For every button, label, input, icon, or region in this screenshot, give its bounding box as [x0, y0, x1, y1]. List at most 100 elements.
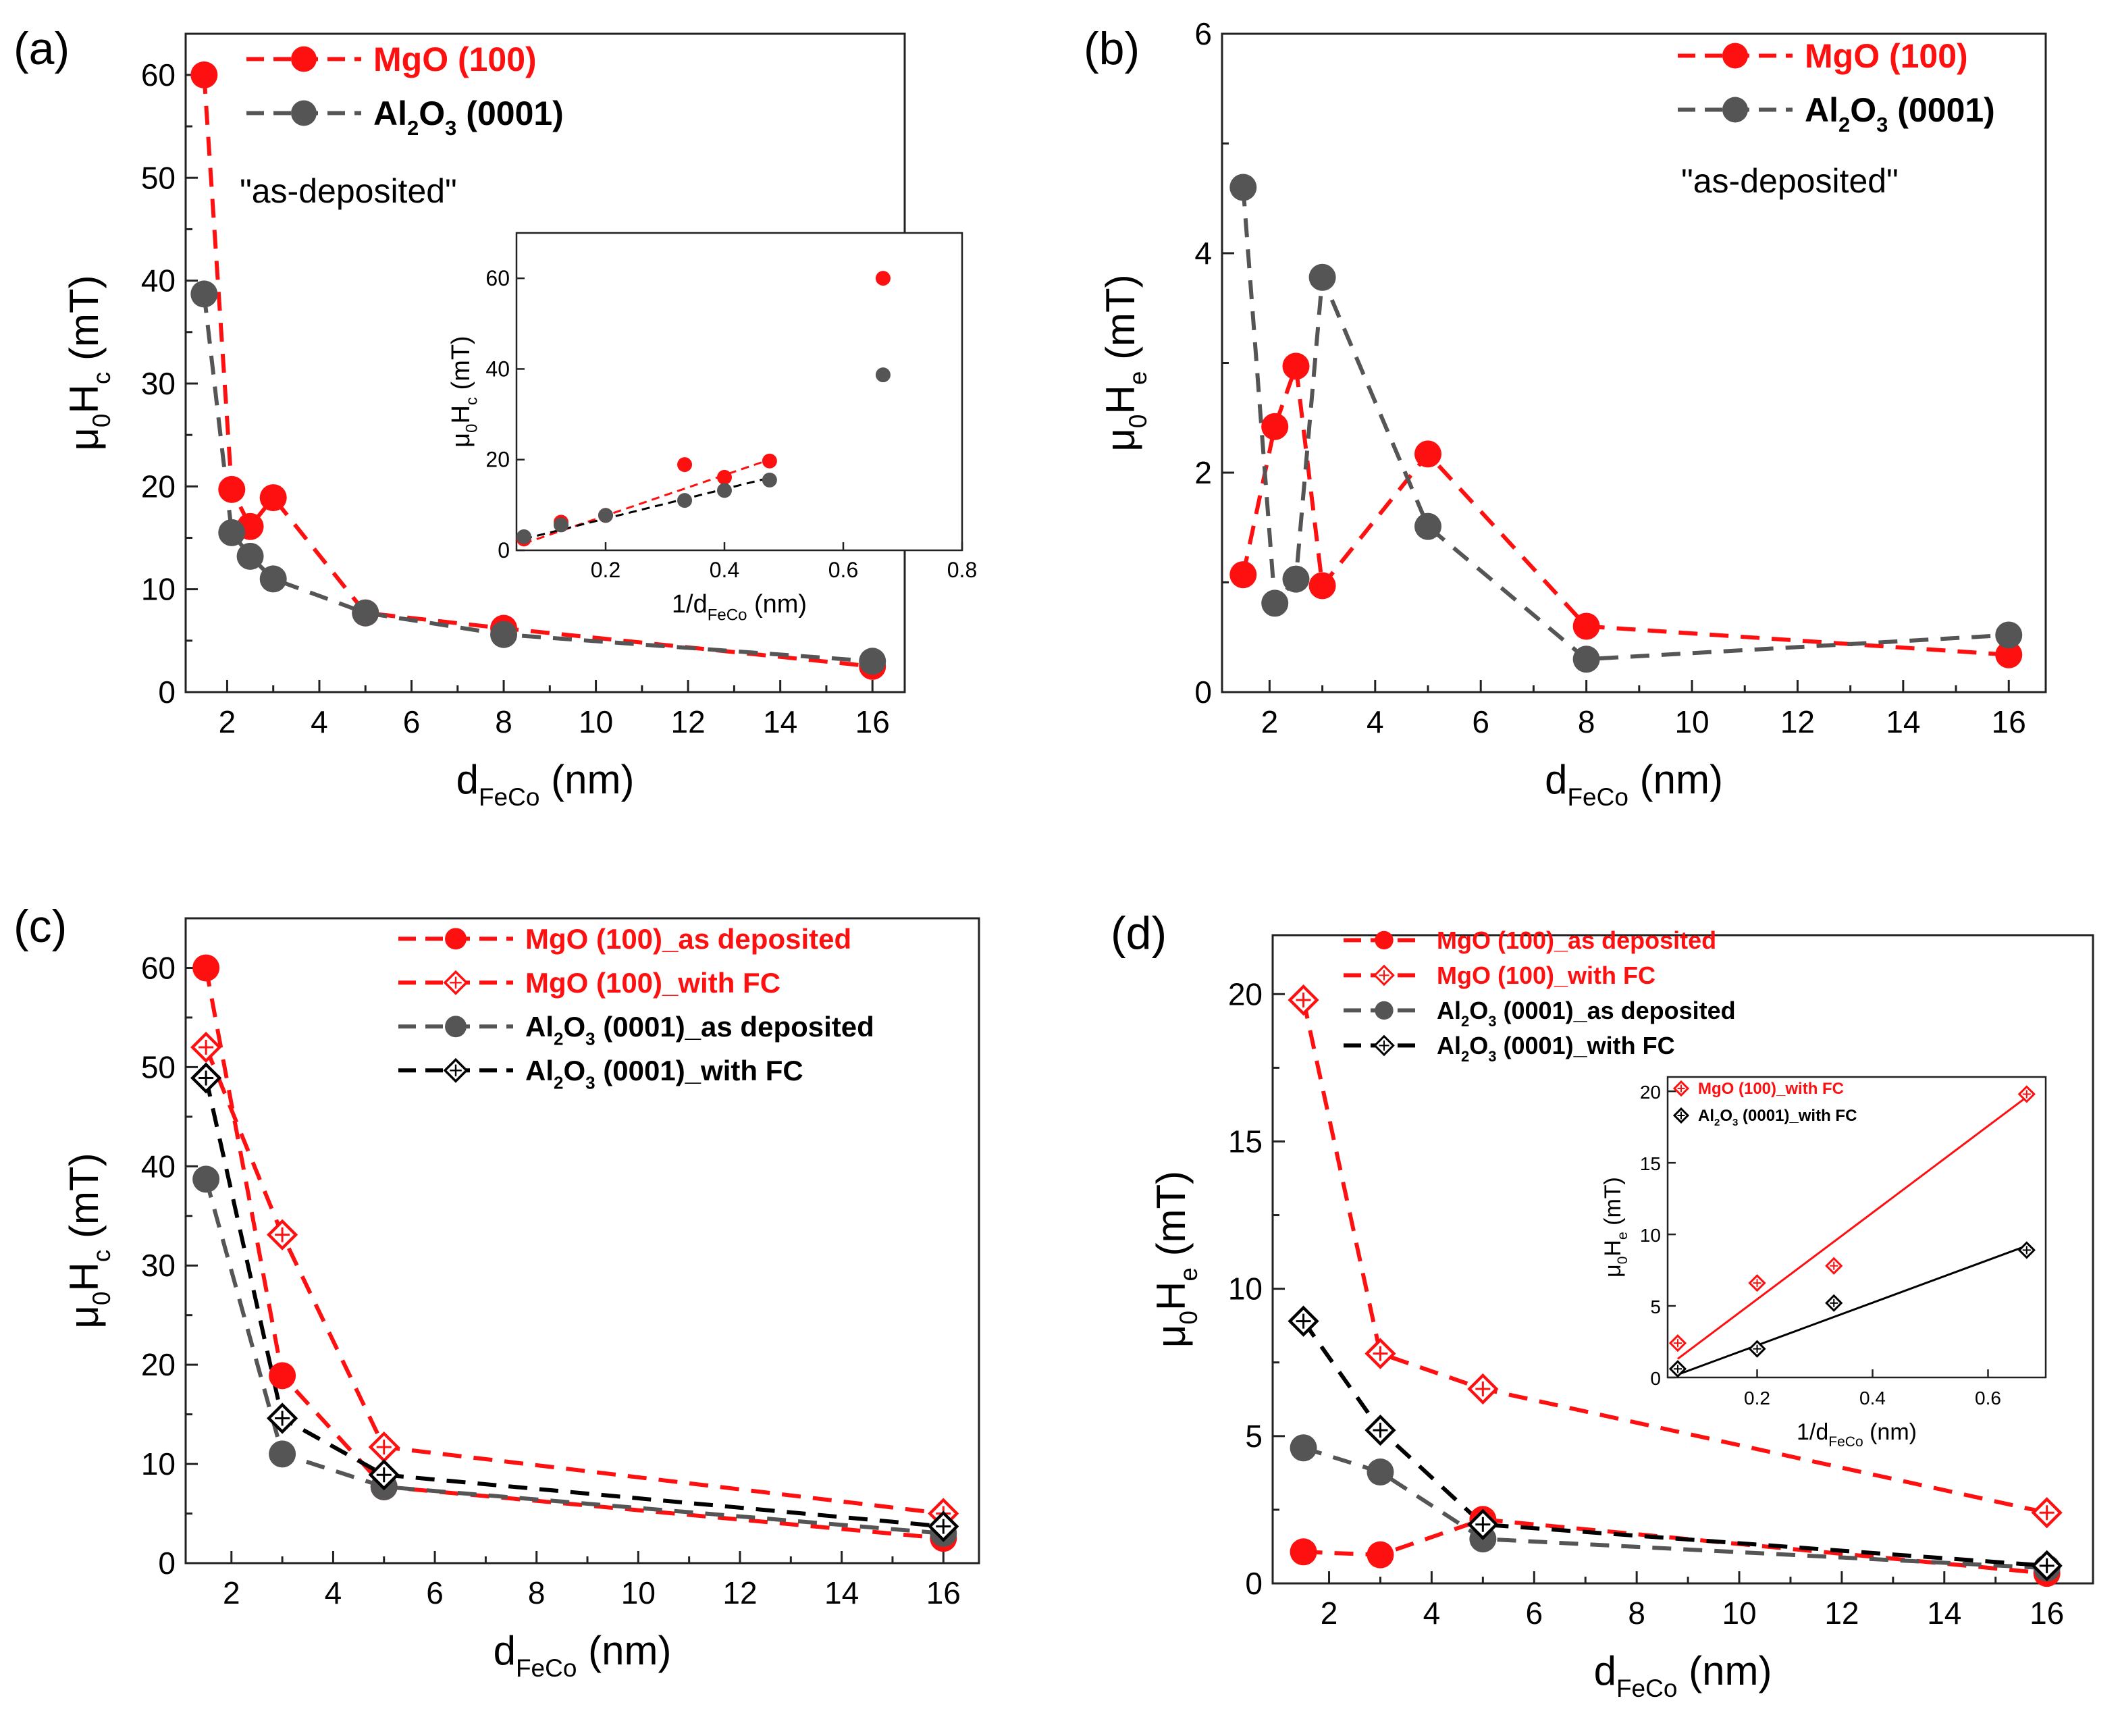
inset-data-point	[677, 493, 693, 508]
inset-data-point	[1668, 1334, 1687, 1352]
x-tick-label: 10	[621, 1575, 656, 1610]
data-point	[1364, 1338, 1396, 1369]
x-tick-label: 14	[824, 1575, 859, 1610]
inset-a: 0.2 0.4 0.6 0.8 0 20 40 60 1/dFeCo (nm) μ0Hc (mT)	[447, 232, 977, 624]
inset-data-point	[677, 457, 693, 473]
series-line-0	[1303, 1517, 2047, 1576]
x-tick-label: 4	[1423, 1596, 1441, 1631]
annotation-as-deposited: "as-deposited"	[1681, 162, 1899, 200]
inset-data-point	[1825, 1257, 1843, 1275]
inset-fit-line	[1677, 1096, 2028, 1360]
series-line-2	[1302, 1446, 2047, 1571]
x-tick-label: 6	[1525, 1596, 1543, 1631]
inset-x-tick-label: 0.6	[1975, 1388, 2001, 1409]
x-tick-label: 8	[528, 1575, 546, 1610]
y-tick-label: 4	[1194, 236, 1212, 271]
x-tick-label: 2	[219, 704, 236, 739]
y-tick-label: 10	[1228, 1271, 1263, 1307]
legend-label: Al2O3 (0001)_as deposited	[1437, 997, 1736, 1030]
legend-marker	[291, 100, 317, 126]
plot-frame	[184, 917, 980, 1564]
data-point	[1308, 263, 1336, 291]
inset-data-point	[762, 472, 777, 488]
plot-frame	[1221, 32, 2047, 693]
inset-data-point	[717, 469, 732, 485]
legend-marker	[1375, 1001, 1394, 1020]
inset-data-point	[1668, 1360, 1687, 1378]
data-point	[1290, 1538, 1317, 1566]
data-point	[352, 599, 379, 627]
y-tick-label: 60	[141, 950, 176, 985]
data-point	[259, 565, 287, 593]
x-tick-label: 8	[1628, 1596, 1645, 1631]
annotation-as-deposited: "as-deposited"	[240, 172, 457, 210]
inset-y-axis-title: μ0Hc (mT)	[447, 336, 481, 447]
data-point	[190, 280, 218, 308]
inset-y-tick-label: 20	[485, 448, 510, 472]
y-axis-title: μ0He (mT)	[1098, 274, 1152, 451]
inset-data-point	[717, 483, 732, 498]
legend-label: Al2O3 (0001)_with FC	[1437, 1032, 1675, 1065]
data-point	[1467, 1508, 1499, 1540]
y-tick-label: 50	[141, 1049, 176, 1084]
data-point	[2031, 1550, 2063, 1581]
data-point	[859, 648, 886, 675]
inset-frame	[515, 232, 963, 552]
inset-x-tick-label: 0.8	[947, 558, 977, 582]
y-tick-label: 10	[141, 1446, 176, 1481]
x-axis-title: dFeCo (nm)	[1594, 1648, 1772, 1702]
data-point	[1364, 1414, 1396, 1446]
inset-data-point	[1748, 1340, 1766, 1358]
data-point	[269, 1362, 296, 1390]
chart-a: 2 4 6 8 10 12 14 16 0 10 20 30 40 50 60 dFeCo (nm) μ0Hc …	[61, 32, 906, 811]
data-point	[218, 519, 246, 546]
y-tick-label: 60	[141, 57, 176, 93]
x-tick-label: 12	[1780, 704, 1815, 739]
y-tick-label: 20	[141, 1347, 176, 1382]
x-tick-label: 14	[1886, 704, 1920, 739]
series-line-0	[204, 967, 944, 1541]
y-tick-label: 40	[141, 263, 176, 298]
inset-legend-marker	[1672, 1080, 1690, 1097]
x-tick-label: 12	[1824, 1596, 1859, 1631]
data-point	[1229, 174, 1257, 201]
x-axis-title: dFeCo (nm)	[456, 757, 635, 811]
legend-label: Al2O3 (0001)_as deposited	[525, 1011, 874, 1049]
legend-marker	[1375, 930, 1394, 950]
data-point	[1367, 1541, 1394, 1569]
data-point	[2031, 1497, 2063, 1529]
chart-c: 2 4 6 8 10 12 14 16 0 10 20 30 40 50 60 dFeCo (nm) μ0Hc …	[61, 917, 980, 1682]
x-tick-label: 8	[1578, 704, 1595, 739]
panel-label-a: (a)	[14, 23, 70, 74]
inset-data-point	[762, 453, 777, 469]
x-tick-label: 6	[426, 1575, 444, 1610]
inset-x-tick-label: 0.2	[591, 558, 620, 582]
data-point	[1572, 612, 1600, 640]
inset-legend-label: MgO (100)_with FC	[1698, 1080, 1844, 1098]
x-axis-title: dFeCo (nm)	[1545, 757, 1723, 811]
inset-data-point	[516, 529, 531, 544]
data-point	[218, 475, 246, 503]
data-point	[368, 1431, 400, 1463]
inset-legend-marker	[1672, 1107, 1690, 1124]
y-tick-label: 0	[158, 675, 176, 710]
inset-y-tick-label: 0	[498, 538, 510, 562]
inset-y-tick-label: 10	[1640, 1225, 1661, 1246]
y-tick-label: 50	[141, 160, 176, 195]
data-point	[1229, 561, 1257, 589]
data-point	[269, 1440, 296, 1468]
legend-marker	[291, 46, 317, 72]
data-point	[192, 1165, 220, 1193]
legend-label: MgO (100)_with FC	[525, 967, 780, 999]
inset-data-point	[875, 271, 891, 286]
inset-d: 0.2 0.4 0.6 0 5 10 15 20 1/dFeCo (nm) μ0He (mT) Mg…	[1600, 1076, 2047, 1450]
data-point	[190, 61, 218, 88]
data-point	[1467, 1373, 1499, 1405]
data-point	[266, 1402, 298, 1434]
legend-marker	[1722, 97, 1748, 123]
x-tick-label: 4	[1367, 704, 1384, 739]
data-point	[490, 621, 518, 648]
chart-d: 2 4 6 8 10 12 14 16 0 5 10 15 20 dFeCo (nm) μ0He (mT) M…	[1148, 926, 2094, 1702]
data-point	[368, 1459, 400, 1491]
x-tick-label: 16	[926, 1575, 961, 1610]
